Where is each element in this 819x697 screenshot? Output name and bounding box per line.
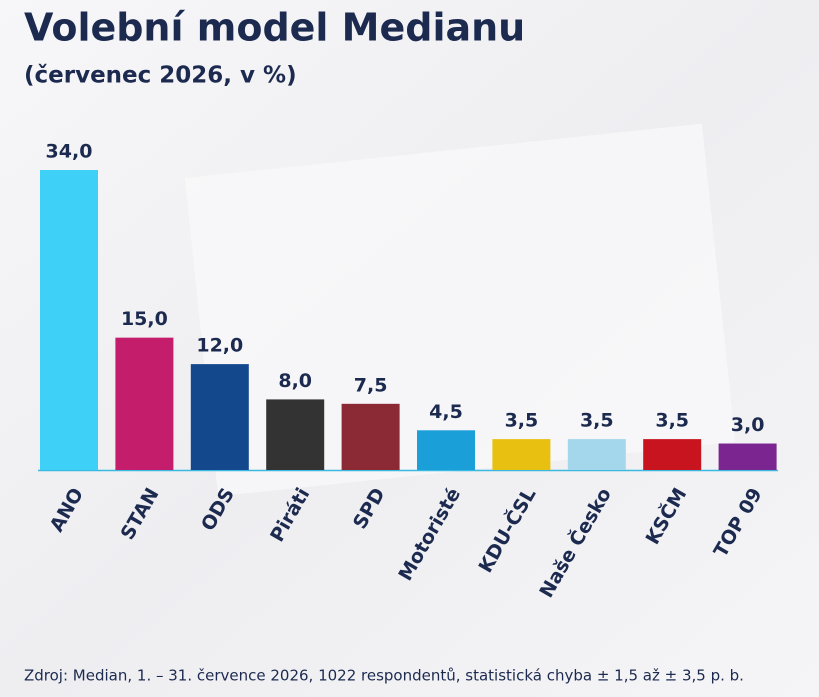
bar <box>40 170 98 470</box>
value-label: 3,5 <box>505 410 539 432</box>
bar <box>567 439 626 470</box>
bar <box>643 439 702 470</box>
value-label: 3,5 <box>655 410 689 432</box>
source-note: Zdroj: Median, 1. – 31. července 2026, 1… <box>24 667 744 685</box>
value-label: 7,5 <box>354 374 388 396</box>
bar <box>115 337 174 470</box>
bar <box>341 403 400 470</box>
value-label: 34,0 <box>46 141 93 163</box>
value-label: 3,5 <box>580 410 614 432</box>
value-label: 4,5 <box>429 401 463 423</box>
bar <box>266 399 325 470</box>
value-label: 3,0 <box>731 414 765 436</box>
chart-subtitle: (červenec 2026, v %) <box>24 63 297 89</box>
bar <box>190 364 249 470</box>
bar <box>492 439 551 470</box>
value-label: 15,0 <box>121 308 168 330</box>
bar <box>417 430 475 470</box>
bar <box>718 443 777 470</box>
value-label: 8,0 <box>278 370 312 392</box>
chart-title: Volební model Medianu <box>24 6 525 50</box>
value-label: 12,0 <box>196 335 243 357</box>
